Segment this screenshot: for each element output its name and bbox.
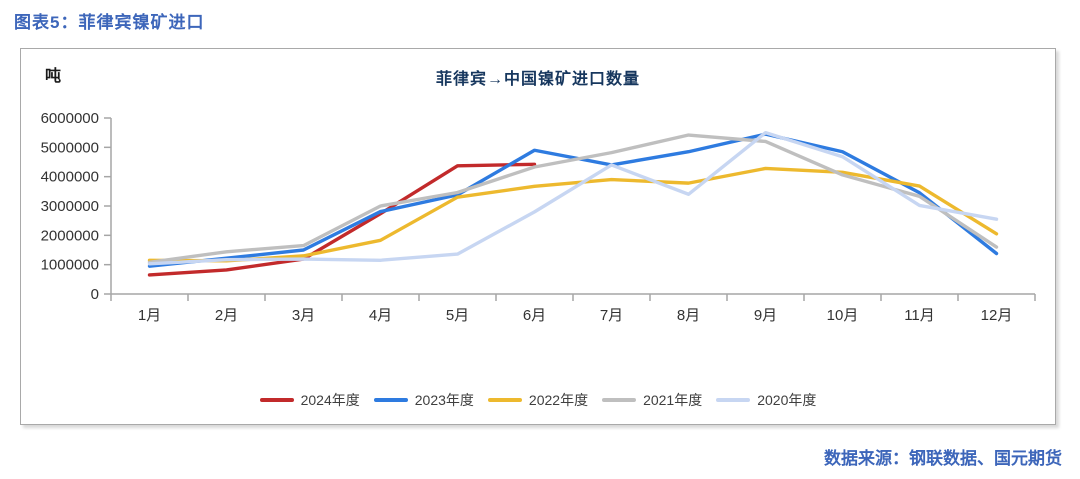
x-tick-label: 6月 bbox=[523, 307, 546, 324]
series-line-2 bbox=[147, 166, 999, 263]
x-tick-label: 3月 bbox=[292, 307, 315, 324]
y-tick-label: 6000000 bbox=[41, 110, 99, 127]
y-tick-label: 3000000 bbox=[41, 198, 99, 215]
legend-item-1: 2023年度 bbox=[373, 390, 474, 410]
legend-label: 2021年度 bbox=[643, 392, 703, 408]
x-tick-label: 12月 bbox=[981, 307, 1013, 324]
x-tick-label: 7月 bbox=[600, 307, 623, 324]
chart-legend: 2024年度 2023年度 2022年度 2021年度 2020年度 bbox=[21, 390, 1055, 410]
legend-label: 2020年度 bbox=[757, 392, 817, 408]
x-tick-label: 11月 bbox=[904, 307, 935, 324]
legend-item-3: 2021年度 bbox=[602, 390, 702, 410]
y-tick-label: 5000000 bbox=[41, 139, 99, 156]
legend-label: 2024年度 bbox=[300, 392, 360, 408]
y-tick-label: 0 bbox=[91, 286, 99, 303]
x-tick-label: 1月 bbox=[138, 307, 161, 324]
y-tick-label: 2000000 bbox=[41, 227, 99, 244]
x-tick-label: 8月 bbox=[677, 307, 700, 324]
legend-swatch-icon bbox=[373, 398, 408, 402]
series-line-4 bbox=[147, 130, 999, 266]
legend-item-2: 2022年度 bbox=[487, 390, 589, 410]
legend-swatch-icon bbox=[487, 398, 522, 402]
legend-swatch-icon bbox=[602, 398, 637, 402]
x-tick-label: 5月 bbox=[446, 307, 469, 324]
legend-item-0: 2024年度 bbox=[259, 390, 360, 410]
series-line-1 bbox=[147, 132, 999, 268]
y-tick-label: 1000000 bbox=[41, 257, 99, 274]
legend-swatch-icon bbox=[716, 398, 751, 402]
y-axis-unit-label: 吨 bbox=[45, 68, 62, 85]
series-line-3 bbox=[147, 133, 999, 265]
chart-svg: 0 1000000 2000000 3000000 4000000 5000000 6000… bbox=[41, 110, 1036, 324]
legend-swatch-icon bbox=[259, 398, 294, 402]
x-tick-label: 4月 bbox=[369, 307, 392, 324]
series-line-0 bbox=[147, 162, 537, 277]
x-tick-label: 2月 bbox=[215, 307, 238, 324]
legend-label: 2023年度 bbox=[414, 392, 474, 408]
data-source-text: 数据来源：钢联数据、国元期货 bbox=[824, 449, 1062, 468]
legend-item-4: 2020年度 bbox=[716, 390, 816, 410]
chart-plot-area: 0 1000000 2000000 3000000 4000000 5000000 6000… bbox=[21, 49, 1055, 379]
chart-title: 菲律宾→中国镍矿进口数量 bbox=[435, 71, 640, 88]
x-tick-label: 9月 bbox=[754, 307, 777, 324]
y-tick-label: 4000000 bbox=[41, 169, 99, 186]
legend-label: 2022年度 bbox=[528, 392, 589, 408]
figure-title: 图表5：菲律宾镍矿进口 bbox=[14, 13, 205, 32]
chart-panel: 0 1000000 2000000 3000000 4000000 5000000 6000… bbox=[20, 48, 1056, 425]
x-tick-label: 10月 bbox=[827, 307, 859, 324]
